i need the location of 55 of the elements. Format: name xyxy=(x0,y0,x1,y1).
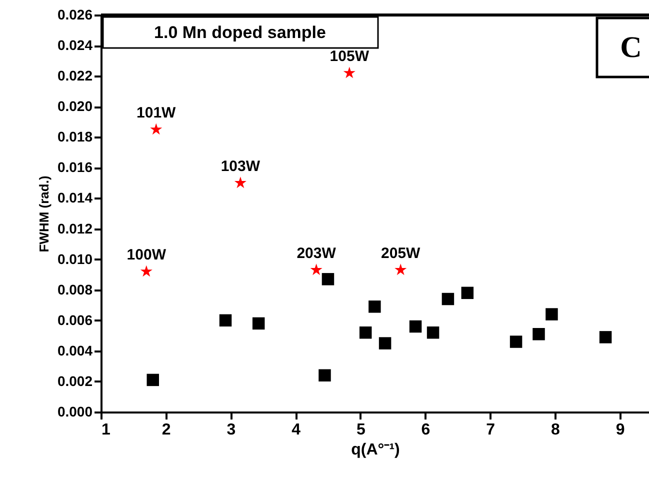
point xyxy=(146,374,160,386)
point xyxy=(252,317,265,330)
x-tick-label: 5 xyxy=(356,422,366,438)
point xyxy=(461,286,474,300)
point xyxy=(310,264,322,276)
point xyxy=(532,328,545,340)
annotation: 203W xyxy=(296,244,337,262)
point xyxy=(322,273,334,286)
x-tick-label: 2 xyxy=(162,422,171,438)
point xyxy=(442,292,454,306)
y-tick-label: 0.002 xyxy=(57,372,93,389)
annotation: 1.0 Mn doped sample xyxy=(154,23,326,42)
annotation: 101W xyxy=(136,104,177,122)
x-tick-label: 3 xyxy=(226,422,236,438)
y-tick-label: 0.016 xyxy=(57,159,93,176)
point xyxy=(599,331,612,344)
point xyxy=(219,314,232,327)
point xyxy=(318,369,331,382)
x-tick-label: 8 xyxy=(551,422,560,438)
y-tick-label: 0.004 xyxy=(57,342,93,358)
point xyxy=(234,176,246,188)
point xyxy=(140,265,152,277)
point xyxy=(150,123,162,135)
x-tick-label: 4 xyxy=(292,422,301,438)
x-tick-label: 1 xyxy=(102,422,110,438)
annotation: 100W xyxy=(126,246,167,264)
y-tick-label: 0.026 xyxy=(57,6,93,22)
x-tick-label: 7 xyxy=(486,422,496,438)
point xyxy=(394,264,407,276)
y-tick-label: 0.006 xyxy=(57,312,93,328)
point xyxy=(343,66,356,78)
y-tick-label: 0.020 xyxy=(57,98,93,114)
point xyxy=(546,308,558,320)
x-tick-label: 9 xyxy=(616,422,625,438)
y-tick-label: 0.014 xyxy=(57,190,93,206)
x-tick-label: 6 xyxy=(421,422,430,438)
annotation: 103W xyxy=(220,158,261,175)
point xyxy=(368,300,381,313)
annotation: 105W xyxy=(330,48,370,66)
y-tick-label: 0.024 xyxy=(57,37,93,54)
annotation: C xyxy=(620,31,642,64)
point xyxy=(359,326,372,339)
annotation: 205W xyxy=(381,244,422,262)
y-axis-title: FWHM (rad.) xyxy=(36,176,52,252)
y-tick-label: 0.022 xyxy=(57,68,93,84)
y-tick-label: 0.000 xyxy=(57,404,93,420)
point xyxy=(409,320,422,333)
y-tick-label: 0.010 xyxy=(57,250,93,267)
x-axis-title: q(A°⁻¹) xyxy=(351,442,400,458)
point xyxy=(378,337,392,350)
point xyxy=(510,336,522,348)
y-tick-label: 0.018 xyxy=(57,128,93,145)
y-tick-label: 0.008 xyxy=(57,281,93,298)
y-tick-label: 0.012 xyxy=(57,220,93,236)
point xyxy=(426,326,440,339)
